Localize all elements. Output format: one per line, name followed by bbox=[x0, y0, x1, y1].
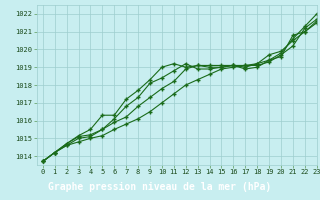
Text: Graphe pression niveau de la mer (hPa): Graphe pression niveau de la mer (hPa) bbox=[48, 182, 272, 192]
